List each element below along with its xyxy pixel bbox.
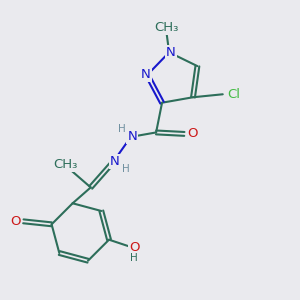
Text: N: N bbox=[110, 155, 119, 168]
Text: N: N bbox=[128, 130, 137, 143]
Text: N: N bbox=[141, 68, 151, 81]
Text: Cl: Cl bbox=[227, 88, 241, 101]
Text: H: H bbox=[130, 254, 138, 263]
Text: O: O bbox=[129, 241, 140, 254]
Text: O: O bbox=[188, 128, 198, 140]
Text: O: O bbox=[10, 215, 20, 228]
Text: CH₃: CH₃ bbox=[154, 21, 178, 34]
Text: N: N bbox=[166, 46, 176, 59]
Text: CH₃: CH₃ bbox=[53, 158, 78, 171]
Text: H: H bbox=[122, 164, 129, 174]
Text: H: H bbox=[118, 124, 126, 134]
